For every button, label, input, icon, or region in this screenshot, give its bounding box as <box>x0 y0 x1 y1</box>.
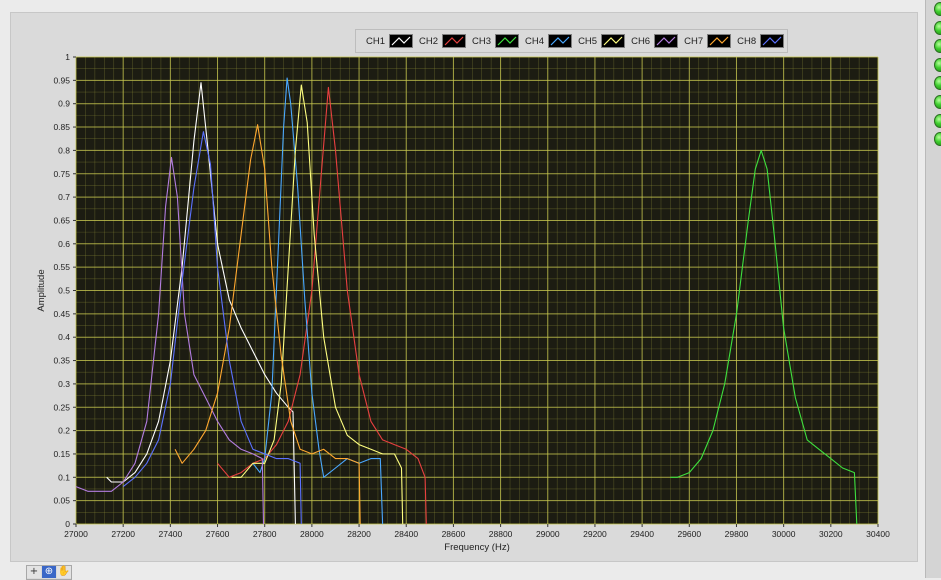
status-led-icon <box>934 57 941 72</box>
legend-label-ch6[interactable]: CH6 <box>631 35 651 47</box>
crosshair-icon[interactable]: + <box>27 566 41 578</box>
series-line-ch2 <box>217 86 427 525</box>
x-tick-label: 28000 <box>300 529 324 539</box>
x-tick-label: 28200 <box>347 529 371 539</box>
legend-swatch-ch3[interactable] <box>495 34 520 48</box>
indicator-strip <box>925 0 941 578</box>
status-led-icon <box>934 2 941 16</box>
x-tick-label: 27000 <box>64 529 88 539</box>
series-line-ch7 <box>174 124 361 525</box>
x-tick-label: 29600 <box>677 529 701 539</box>
y-tick-label: 0.4 <box>58 332 70 342</box>
x-tick-label: 27600 <box>206 529 230 539</box>
series-line-ch8 <box>122 131 302 525</box>
y-tick-label: 0.7 <box>58 192 70 202</box>
y-tick-label: 1 <box>65 52 70 62</box>
x-tick-label: 29000 <box>536 529 560 539</box>
y-tick-label: 0.5 <box>58 286 70 296</box>
graph-palette[interactable]: + ⊕ ✋ <box>26 565 72 580</box>
y-tick-label: 0.65 <box>53 215 70 225</box>
x-tick-label: 30200 <box>819 529 843 539</box>
y-tick-label: 0.1 <box>58 472 70 482</box>
legend-swatch-ch4[interactable] <box>548 34 573 48</box>
series-line-ch3 <box>670 149 858 525</box>
status-led-icon <box>934 95 941 109</box>
y-tick-label: 0 <box>65 519 70 529</box>
status-led-icon <box>934 132 941 147</box>
status-led-icon <box>934 39 941 54</box>
legend-label-ch7[interactable]: CH7 <box>684 35 704 47</box>
legend-swatch-ch7[interactable] <box>707 34 732 48</box>
x-tick-label: 28400 <box>394 529 418 539</box>
y-tick-label: 0.15 <box>53 449 70 459</box>
x-tick-label: 27800 <box>253 529 277 539</box>
y-tick-label: 0.9 <box>58 99 70 109</box>
legend-label-ch4[interactable]: CH4 <box>525 35 545 47</box>
status-led-icon <box>934 113 941 128</box>
y-tick-label: 0.2 <box>58 426 70 436</box>
legend-swatch-ch2[interactable] <box>442 34 467 48</box>
x-tick-label: 29400 <box>630 529 654 539</box>
series-line-ch6 <box>75 156 265 525</box>
y-tick-label: 0.3 <box>58 379 70 389</box>
status-led-icon <box>934 20 941 35</box>
legend-swatch-ch5[interactable] <box>601 34 626 48</box>
y-tick-label: 0.25 <box>53 402 70 412</box>
series-line-ch1 <box>106 82 296 525</box>
x-tick-label: 29800 <box>725 529 749 539</box>
y-axis-title: Amplitude <box>36 269 47 311</box>
legend-label-ch8[interactable]: CH8 <box>737 35 757 47</box>
pan-hand-icon[interactable]: ✋ <box>57 566 71 578</box>
legend-label-ch1[interactable]: CH1 <box>366 35 386 47</box>
legend-label-ch2[interactable]: CH2 <box>419 35 439 47</box>
x-tick-label: 27400 <box>159 529 183 539</box>
y-tick-label: 0.45 <box>53 309 70 319</box>
y-tick-label: 0.55 <box>53 262 70 272</box>
y-tick-label: 0.95 <box>53 75 70 85</box>
y-tick-label: 0.75 <box>53 169 70 179</box>
legend-swatch-ch8[interactable] <box>760 34 785 48</box>
plot-legend[interactable]: CH1 CH2 CH3 CH4 CH5 CH6 CH7 CH8 <box>355 29 789 53</box>
x-tick-label: 28800 <box>489 529 513 539</box>
x-tick-label: 30400 <box>866 529 890 539</box>
status-led-icon <box>934 76 941 91</box>
x-tick-label: 29200 <box>583 529 607 539</box>
series-line-ch5 <box>231 84 404 525</box>
y-tick-label: 0.05 <box>53 496 70 506</box>
legend-label-ch5[interactable]: CH5 <box>578 35 598 47</box>
legend-swatch-ch6[interactable] <box>654 34 679 48</box>
legend-label-ch3[interactable]: CH3 <box>472 35 492 47</box>
legend-swatch-ch1[interactable] <box>389 34 414 48</box>
y-tick-label: 0.85 <box>53 122 70 132</box>
y-tick-label: 0.35 <box>53 356 70 366</box>
x-tick-label: 27200 <box>111 529 135 539</box>
x-tick-label: 30000 <box>772 529 796 539</box>
y-tick-label: 0.8 <box>58 145 70 155</box>
zoom-icon[interactable]: ⊕ <box>42 566 56 578</box>
y-tick-label: 0.6 <box>58 239 70 249</box>
x-axis-title: Frequency (Hz) <box>444 542 509 553</box>
x-tick-label: 28600 <box>442 529 466 539</box>
